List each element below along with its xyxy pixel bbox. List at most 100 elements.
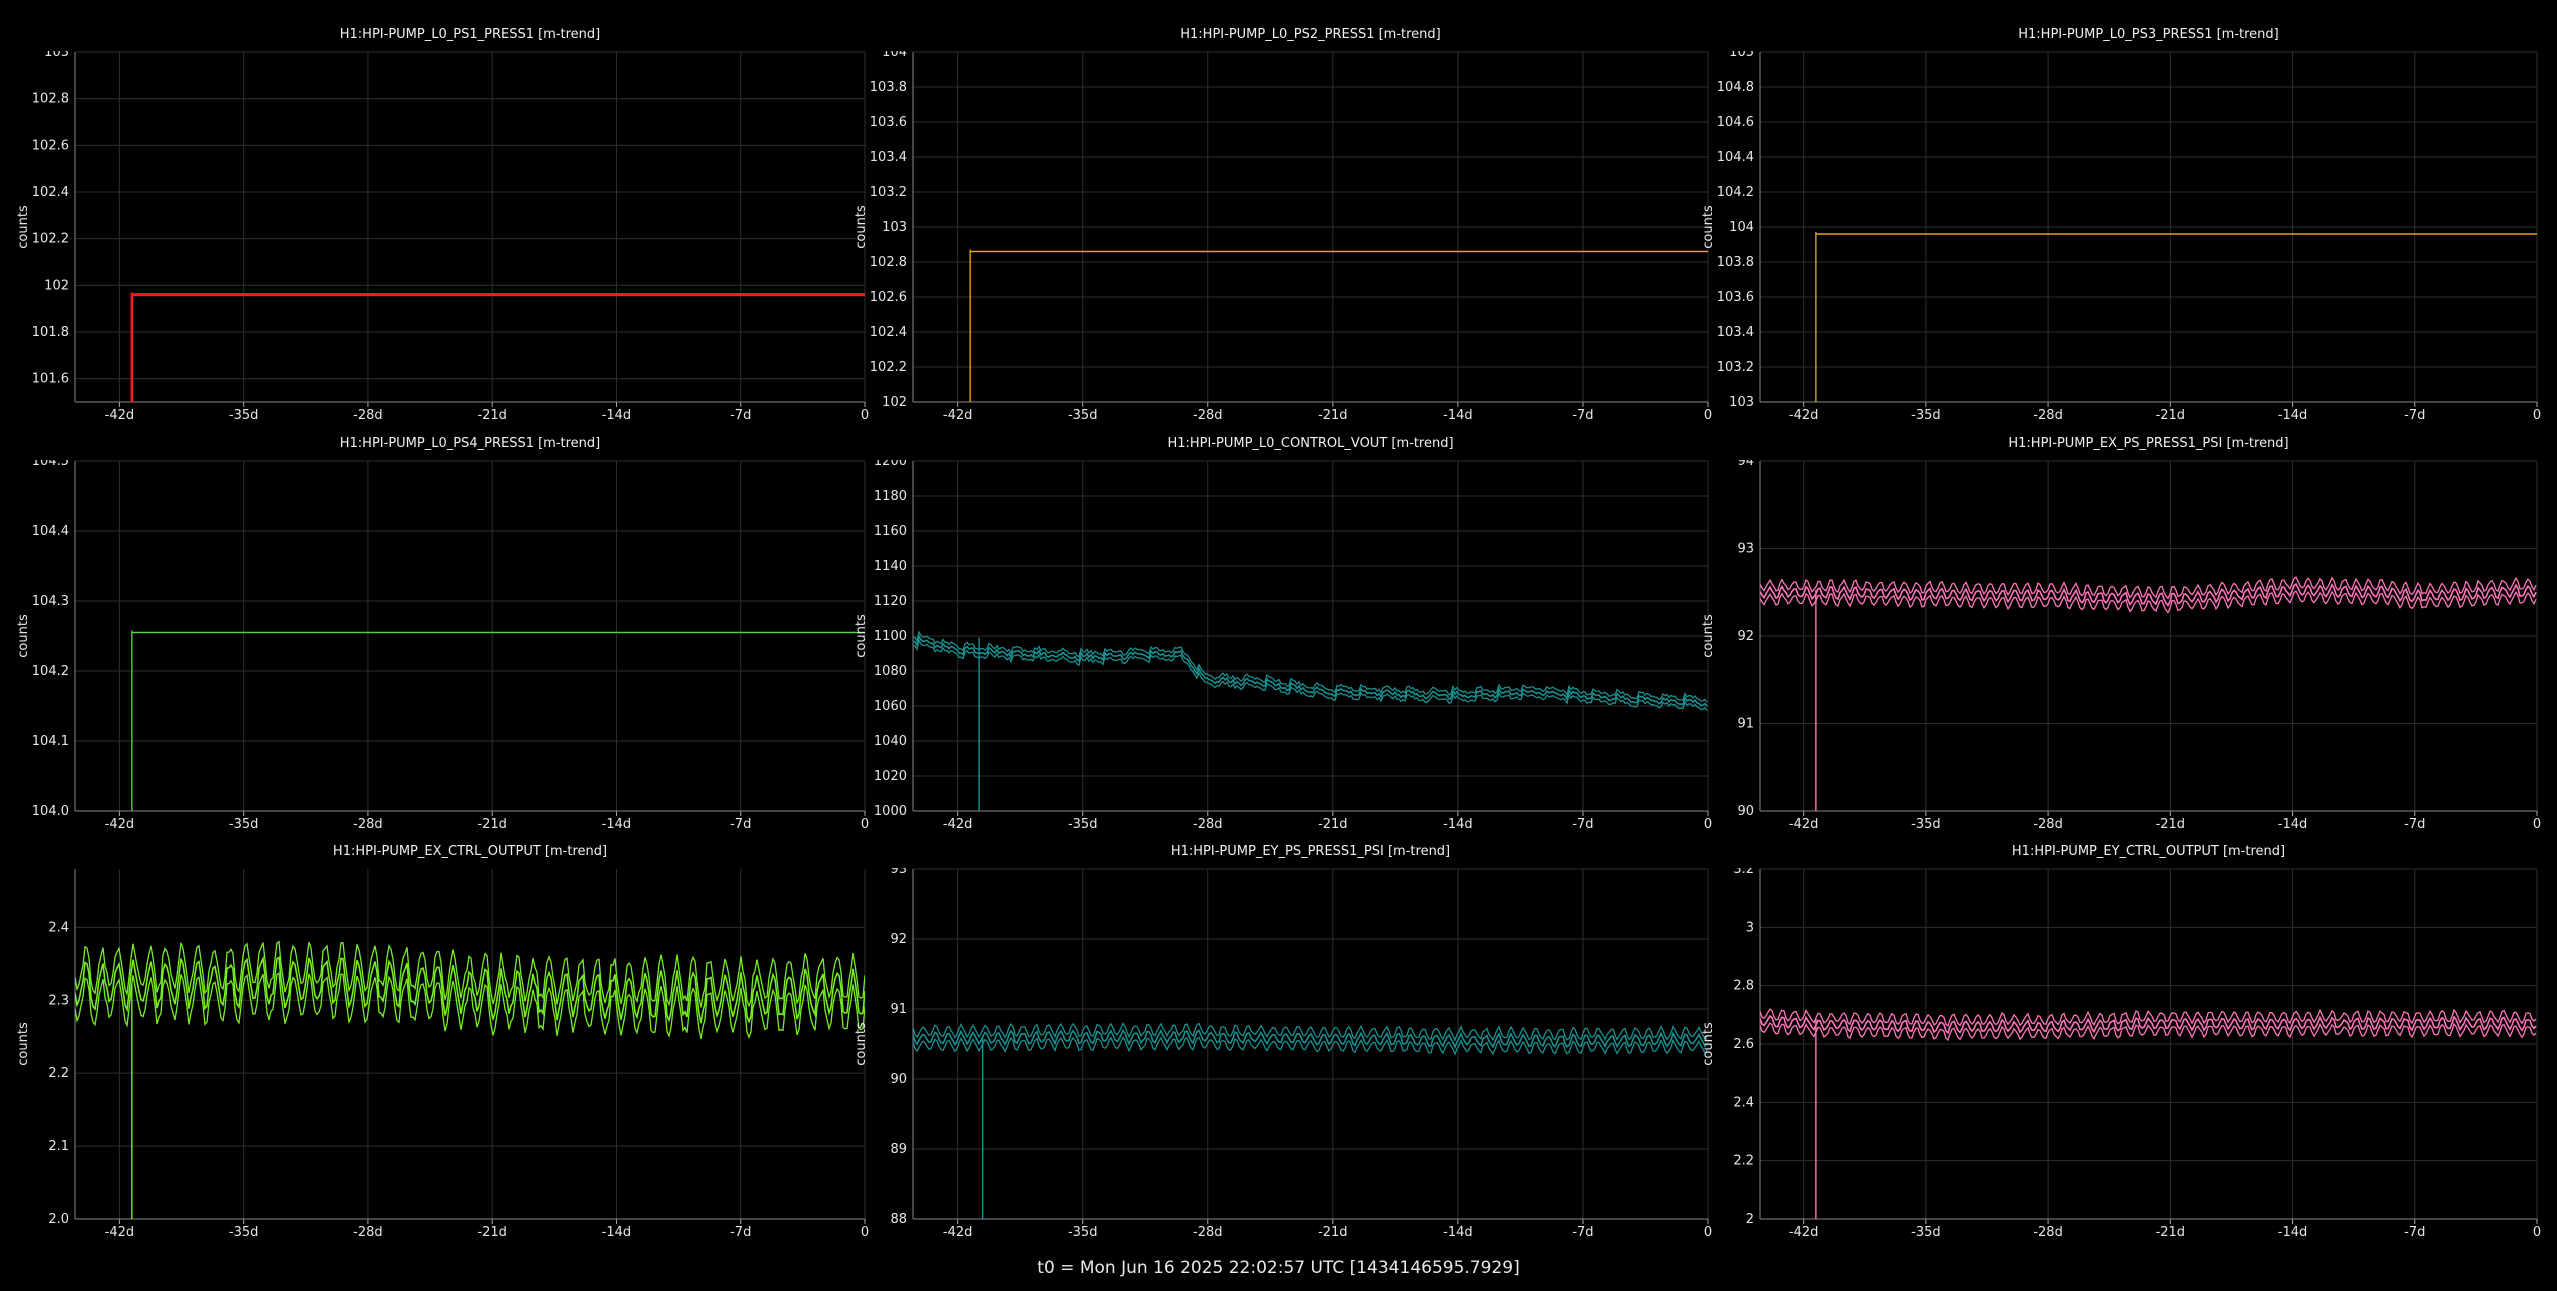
x-tick-label: -7d <box>2404 817 2425 832</box>
chart-title: H1:HPI-PUMP_L0_PS1_PRESS1 [m-trend] <box>340 27 601 42</box>
series-min-line <box>913 1036 1708 1056</box>
chart-title: H1:HPI-PUMP_EY_PS_PRESS1_PSI [m-trend] <box>1171 844 1450 859</box>
y-tick-label: 92 <box>890 932 907 947</box>
y-tick-label: 103.2 <box>1717 360 1754 375</box>
y-tick-label: 104.2 <box>32 664 69 679</box>
x-tick-label: -35d <box>229 817 259 832</box>
series-group <box>1760 1008 2537 1219</box>
y-tick-label: 92 <box>1737 629 1754 644</box>
x-tick-label: -7d <box>1572 1225 1593 1240</box>
y-tick-label: 90 <box>1737 804 1754 819</box>
y-tick-label: 104 <box>1729 220 1754 235</box>
y-tick-label: 102.4 <box>32 185 69 200</box>
x-tick-label: -7d <box>730 408 751 423</box>
x-tick-label: -28d <box>353 1225 383 1240</box>
y-tick-label: 3.2 <box>1733 862 1754 877</box>
y-tick-label: 104.1 <box>32 734 69 749</box>
y-tick-label: 91 <box>1737 717 1754 732</box>
series-group <box>913 630 1708 811</box>
x-tick-label: -28d <box>2033 408 2063 423</box>
y-tick-label: 1060 <box>874 699 907 714</box>
y-tick-label: 103.2 <box>870 185 907 200</box>
y-tick-label: 104.0 <box>32 804 69 819</box>
chart-title: H1:HPI-PUMP_EX_CTRL_OUTPUT [m-trend] <box>333 844 607 859</box>
x-tick-label: 0 <box>1704 1225 1712 1240</box>
series-group <box>969 249 1708 402</box>
chart-title: H1:HPI-PUMP_L0_PS2_PRESS1 [m-trend] <box>1180 27 1441 42</box>
y-tick-label: 104.4 <box>1717 150 1754 165</box>
x-tick-label: -14d <box>2278 408 2308 423</box>
y-tick-label: 103.4 <box>1717 325 1754 340</box>
chart-panel: -42d -35d -28d -21d -14d -7d 0 103 103.2 103.4 103… <box>1701 27 2541 423</box>
x-tick-label: -14d <box>602 408 632 423</box>
x-tick-label: -7d <box>1572 408 1593 423</box>
series-group <box>75 940 865 1219</box>
y-tick-label: 104.5 <box>32 454 69 469</box>
series-max-line <box>1760 1008 2537 1028</box>
x-tick-label: -28d <box>2033 817 2063 832</box>
y-axis-label: counts <box>16 205 31 249</box>
series-mean-line <box>1760 1014 2537 1035</box>
chart-panel: -42d -35d -28d -21d -14d -7d 0 102 102.2 102.4 102… <box>854 27 1712 423</box>
y-tick-label: 2 <box>1746 1212 1754 1227</box>
x-tick-label: -35d <box>1911 1225 1941 1240</box>
x-tick-label: 0 <box>2533 408 2541 423</box>
x-tick-label: -14d <box>1443 1225 1473 1240</box>
chart-panel: -42d -35d -28d -21d -14d -7d 0 1000 1020 1040 1060… <box>854 436 1712 832</box>
series-max-line <box>913 630 1708 703</box>
x-tick-label: -42d <box>105 817 135 832</box>
y-tick-label: 103.4 <box>870 150 907 165</box>
x-tick-label: -42d <box>943 408 973 423</box>
y-tick-label: 104.8 <box>1717 80 1754 95</box>
chart-panel: -42d -35d -28d -21d -14d -7d 0 88 89 90 91 92 93 H1:H… <box>854 844 1712 1240</box>
x-tick-label: -28d <box>353 817 383 832</box>
x-tick-label: -42d <box>1789 817 1819 832</box>
y-tick-label: 3 <box>1746 920 1754 935</box>
chart-panel: -42d -35d -28d -21d -14d -7d 0 2 2.2 2.4 2.6 2.8 3 3.… <box>1701 844 2541 1240</box>
chart-panel: -42d -35d -28d -21d -14d -7d 0 90 91 92 93 94 H1:HPI… <box>1701 436 2541 832</box>
series-max-line <box>75 940 865 1008</box>
y-tick-label: 102.8 <box>870 255 907 270</box>
y-tick-label: 102 <box>882 395 907 410</box>
x-tick-label: -35d <box>1911 408 1941 423</box>
y-tick-label: 2.3 <box>48 993 69 1008</box>
x-tick-label: -28d <box>1193 1225 1223 1240</box>
y-tick-label: 90 <box>890 1072 907 1087</box>
x-tick-label: -21d <box>477 817 507 832</box>
y-tick-label: 102.8 <box>32 92 69 107</box>
y-tick-label: 101.6 <box>32 372 69 387</box>
series-group <box>913 1022 1708 1219</box>
series-mean-line <box>1760 582 2537 607</box>
series-mean-line <box>913 634 1708 707</box>
series-min-line <box>75 972 865 1040</box>
y-tick-label: 2.8 <box>1733 979 1754 994</box>
y-tick-label: 93 <box>890 862 907 877</box>
x-tick-label: -21d <box>2156 408 2186 423</box>
y-tick-label: 94 <box>1737 454 1754 469</box>
series-max-line <box>913 1022 1708 1042</box>
x-tick-label: -35d <box>229 408 259 423</box>
y-tick-label: 2.2 <box>1733 1154 1754 1169</box>
y-axis-label: counts <box>16 1022 31 1066</box>
series-mean-line <box>75 955 865 1024</box>
x-tick-label: -35d <box>1068 408 1098 423</box>
y-tick-label: 104.4 <box>32 524 69 539</box>
x-tick-label: -14d <box>1443 408 1473 423</box>
series-group <box>131 630 865 811</box>
x-tick-label: 0 <box>861 1225 869 1240</box>
y-tick-label: 103 <box>1729 395 1754 410</box>
y-tick-label: 103 <box>882 220 907 235</box>
x-tick-label: -35d <box>1068 817 1098 832</box>
x-tick-label: -14d <box>602 817 632 832</box>
chart-title: H1:HPI-PUMP_L0_PS3_PRESS1 [m-trend] <box>2018 27 2279 42</box>
x-tick-label: 0 <box>2533 1225 2541 1240</box>
x-tick-label: -14d <box>602 1225 632 1240</box>
y-tick-label: 93 <box>1737 542 1754 557</box>
y-tick-label: 102 <box>44 278 69 293</box>
x-tick-label: -7d <box>2404 408 2425 423</box>
series-max-line <box>1760 576 2537 600</box>
x-tick-label: 0 <box>861 408 869 423</box>
y-tick-label: 104.3 <box>32 594 69 609</box>
y-tick-label: 1180 <box>874 489 907 504</box>
